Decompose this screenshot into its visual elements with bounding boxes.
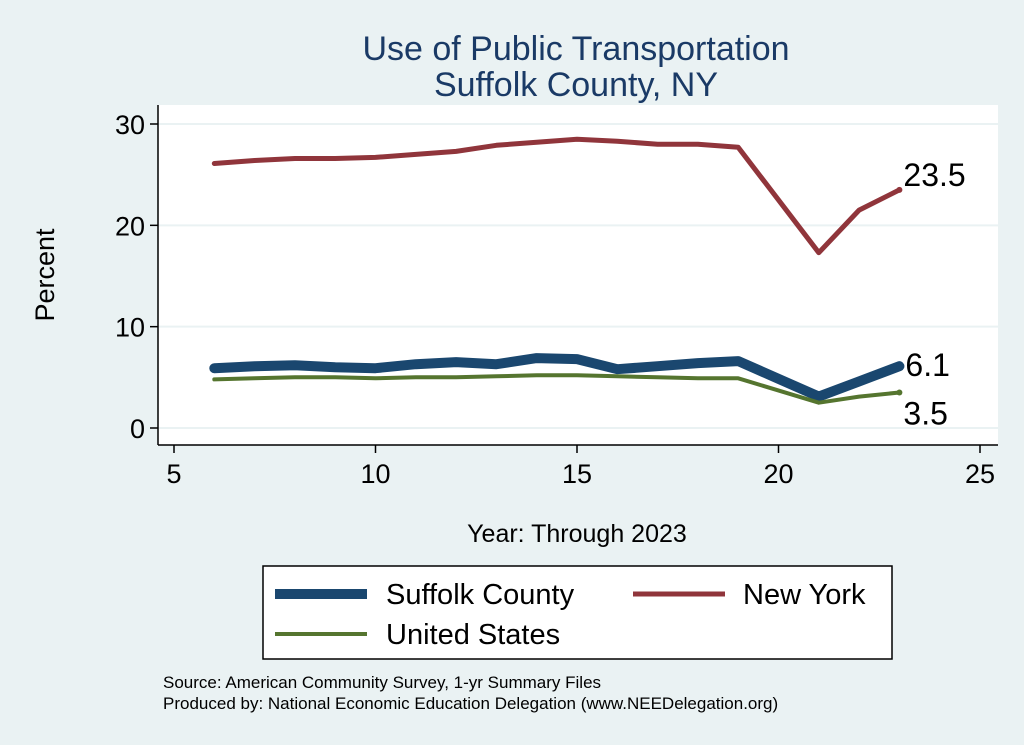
y-tick-label-10: 10	[115, 313, 145, 343]
x-axis-ticks: 5 10 15 20 25	[166, 445, 995, 489]
produced-by-note: Produced by: National Economic Education…	[163, 694, 778, 713]
y-axis-ticks: 0 10 20 30	[115, 110, 158, 444]
legend-label-united-states: United States	[386, 619, 560, 651]
series-line-united-states	[212, 373, 902, 405]
end-label-suffolk-county: 6.1	[905, 347, 949, 383]
source-note: Source: American Community Survey, 1-yr …	[163, 673, 601, 692]
y-tick-label-20: 20	[115, 211, 145, 241]
legend-label-new-york: New York	[743, 579, 866, 611]
x-tick-label-5: 5	[166, 459, 181, 489]
x-tick-label-20: 20	[763, 459, 793, 489]
series-end-point-united-states	[896, 389, 903, 396]
y-tick-label-0: 0	[130, 414, 145, 444]
x-tick-label-25: 25	[965, 459, 995, 489]
x-tick-label-10: 10	[360, 459, 390, 489]
end-label-united-states: 3.5	[903, 396, 947, 432]
series-end-point-suffolk-county	[896, 363, 903, 370]
series-end-point-new-york	[896, 186, 903, 193]
series-line-suffolk-county	[209, 353, 905, 402]
legend: Suffolk County New York United States	[275, 579, 866, 651]
legend-label-suffolk-county: Suffolk County	[386, 579, 575, 611]
y-tick-label-30: 30	[115, 110, 145, 140]
series-line-new-york	[211, 136, 902, 256]
end-value-labels: 23.5 6.1 3.5	[903, 157, 965, 432]
chart-title: Use of Public Transportation	[362, 30, 789, 68]
y-axis-label: Percent	[30, 228, 60, 322]
series-lines	[209, 136, 905, 405]
chart-subtitle: Suffolk County, NY	[434, 66, 718, 104]
end-label-new-york: 23.5	[903, 157, 965, 193]
plot-area	[158, 105, 998, 445]
legend-box	[262, 565, 893, 660]
x-axis-label: Year: Through 2023	[467, 520, 687, 548]
x-tick-label-15: 15	[562, 459, 592, 489]
grid-lines	[158, 123, 998, 429]
